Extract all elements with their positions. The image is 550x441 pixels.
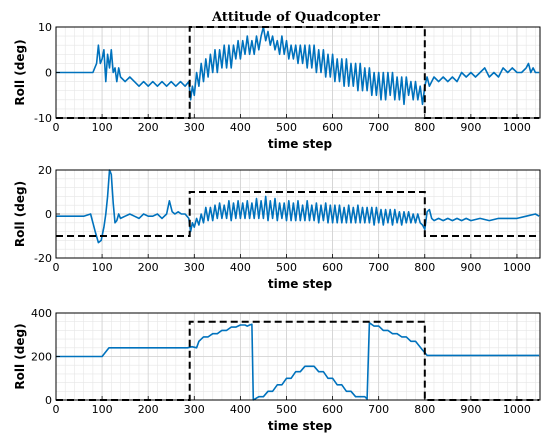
- x-axis-label: time step: [268, 137, 333, 151]
- x-tick-label: 300: [184, 261, 205, 274]
- y-tick-label: 10: [38, 21, 52, 34]
- x-tick-label: 100: [92, 261, 113, 274]
- y-tick-label: 20: [38, 164, 52, 177]
- x-tick-label: 600: [322, 121, 343, 134]
- y-tick-label: -10: [34, 112, 52, 125]
- x-tick-label: 700: [368, 403, 389, 416]
- envelope-line: [56, 191, 540, 237]
- x-tick-label: 0: [53, 121, 60, 134]
- x-tick-label: 900: [460, 403, 481, 416]
- x-tick-label: 900: [460, 261, 481, 274]
- x-tick-label: 400: [230, 261, 251, 274]
- y-axis-label: Roll (deg): [13, 323, 27, 389]
- x-tick-label: 500: [276, 261, 297, 274]
- roll-series-line: [56, 26, 540, 106]
- y-tick-label: 0: [45, 208, 52, 221]
- x-tick-label: 200: [138, 403, 159, 416]
- x-tick-label: 800: [414, 121, 435, 134]
- y-axis-label: Roll (deg): [13, 39, 27, 105]
- y-tick-label: 200: [31, 351, 52, 364]
- x-tick-label: 1000: [503, 261, 531, 274]
- y-tick-label: 0: [45, 67, 52, 80]
- x-tick-label: 700: [368, 121, 389, 134]
- roll-series-line: [56, 169, 540, 244]
- x-tick-label: 100: [92, 121, 113, 134]
- subplot-3: 0 100 200 300 400 500 600 700 800 900 1000 0 200 400 t…: [13, 307, 541, 433]
- x-tick-label: 600: [322, 261, 343, 274]
- x-tick-label: 300: [184, 403, 205, 416]
- x-axis-label: time step: [268, 277, 333, 291]
- x-tick-label: 800: [414, 403, 435, 416]
- x-tick-label: 600: [322, 403, 343, 416]
- x-tick-label: 200: [138, 121, 159, 134]
- x-tick-label: 100: [92, 403, 113, 416]
- x-axis-label: time step: [268, 419, 333, 433]
- subplot-2: 0 100 200 300 400 500 600 700 800 900 1000-20020ti…: [13, 164, 541, 291]
- x-tick-label: 400: [230, 121, 251, 134]
- x-tick-label: 400: [230, 403, 251, 416]
- x-tick-label: 800: [414, 261, 435, 274]
- subplot-1: 0 100 200 300 400 500 600 700 800 900 1000-10010ti…: [13, 21, 541, 151]
- x-tick-label: 200: [138, 261, 159, 274]
- x-tick-label: 500: [276, 121, 297, 134]
- x-tick-label: 1000: [503, 403, 531, 416]
- x-tick-label: 0: [53, 403, 60, 416]
- x-tick-label: 900: [460, 121, 481, 134]
- roll-series-line: [56, 322, 540, 401]
- y-tick-label: 400: [31, 307, 52, 320]
- y-axis-label: Roll (deg): [13, 181, 27, 247]
- y-tick-label: -20: [34, 252, 52, 265]
- x-tick-label: 1000: [503, 121, 531, 134]
- x-tick-label: 500: [276, 403, 297, 416]
- x-tick-label: 0: [53, 261, 60, 274]
- figure-title: Attitude of Quadcopter: [211, 10, 380, 25]
- x-tick-label: 700: [368, 261, 389, 274]
- y-tick-label: 0: [45, 394, 52, 407]
- x-tick-label: 300: [184, 121, 205, 134]
